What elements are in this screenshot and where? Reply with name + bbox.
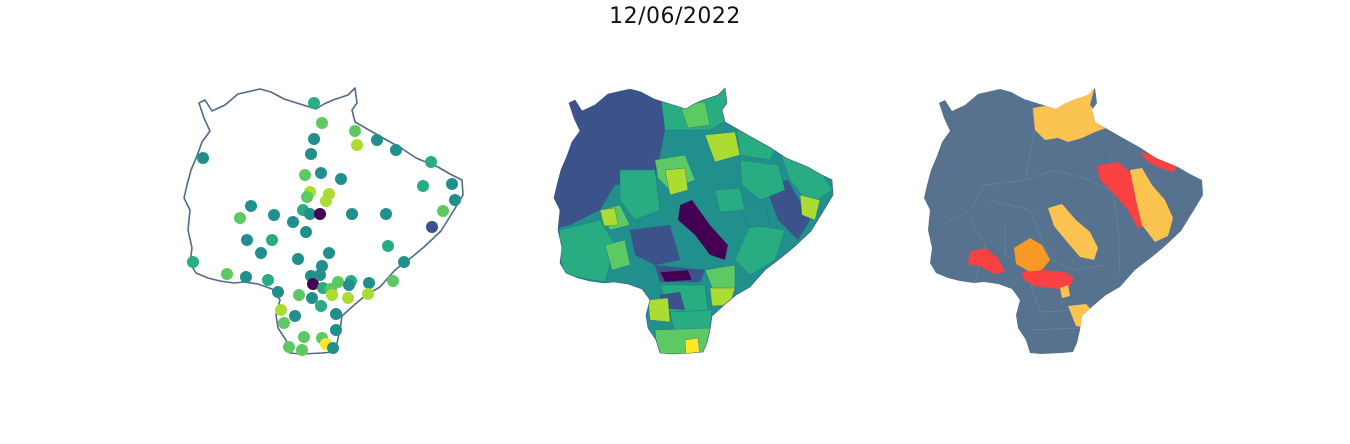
alert-yellow-region	[1130, 168, 1173, 242]
region	[659, 269, 693, 283]
station-point	[308, 97, 320, 109]
region	[654, 327, 711, 354]
station-point	[299, 169, 311, 181]
station-point	[371, 134, 383, 146]
station-markers	[187, 97, 461, 356]
station-point	[342, 292, 354, 304]
station-point	[449, 194, 461, 206]
station-point	[398, 256, 410, 268]
region	[764, 179, 811, 241]
station-point	[316, 117, 328, 129]
region	[599, 207, 619, 227]
station-points-map	[183, 87, 464, 356]
station-point	[330, 308, 342, 320]
alert-red-region	[1097, 162, 1150, 228]
station-point	[266, 234, 278, 246]
station-point	[335, 173, 347, 185]
region	[677, 199, 729, 261]
station-point	[272, 286, 284, 298]
station-point	[245, 200, 257, 212]
station-point	[332, 276, 344, 288]
figure-title: 12/06/2022	[609, 4, 741, 29]
station-point	[287, 216, 299, 228]
station-point	[437, 205, 449, 217]
station-point	[307, 278, 319, 290]
choropleth-regions	[554, 88, 833, 354]
station-point	[380, 208, 392, 220]
station-point	[382, 240, 394, 252]
station-point	[305, 148, 317, 160]
station-point	[187, 256, 199, 268]
alert-yellow-region	[1033, 90, 1112, 142]
station-point	[241, 234, 253, 246]
station-point	[363, 277, 375, 289]
station-point	[327, 342, 339, 354]
station-point	[298, 331, 310, 343]
station-point	[343, 279, 355, 291]
station-point	[301, 191, 313, 203]
station-point	[362, 288, 374, 300]
region	[734, 224, 786, 276]
station-point	[346, 208, 358, 220]
station-point	[300, 226, 312, 238]
station-point	[387, 275, 399, 287]
municipality-choropleth-map	[553, 87, 834, 355]
station-point	[349, 125, 361, 137]
alert-yellow-region	[1060, 285, 1070, 298]
region	[714, 187, 746, 213]
region	[684, 337, 701, 354]
state-boundary	[553, 87, 834, 355]
station-point	[304, 208, 316, 220]
region	[739, 159, 786, 201]
station-point	[314, 208, 326, 220]
station-point	[315, 167, 327, 179]
station-point	[315, 300, 327, 312]
station-point	[197, 152, 209, 164]
station-point	[240, 271, 252, 283]
station-point	[425, 156, 437, 168]
station-point	[234, 212, 246, 224]
station-point	[326, 289, 338, 301]
station-point	[320, 195, 332, 207]
station-point	[268, 209, 280, 221]
station-point	[316, 260, 328, 272]
station-point	[289, 310, 301, 322]
region	[734, 114, 781, 161]
station-point	[417, 180, 429, 192]
station-point	[275, 304, 287, 316]
station-point	[293, 289, 305, 301]
station-point	[278, 317, 290, 329]
station-point	[308, 133, 320, 145]
alert-red-region	[968, 248, 1005, 274]
station-point	[255, 247, 267, 259]
station-point	[292, 253, 304, 265]
station-point	[351, 139, 363, 151]
region	[664, 167, 689, 196]
station-point	[446, 178, 458, 190]
region	[647, 297, 671, 323]
station-point	[221, 268, 233, 280]
region	[619, 169, 661, 221]
region	[629, 224, 681, 266]
station-point	[426, 221, 438, 233]
station-point	[314, 269, 326, 281]
region	[604, 239, 631, 271]
station-point	[306, 292, 318, 304]
alert-yellow-region	[1048, 204, 1098, 260]
station-point	[330, 324, 342, 336]
alert-regions	[924, 88, 1203, 354]
alert-red-region	[1140, 152, 1178, 172]
station-point	[296, 344, 308, 356]
region	[709, 287, 736, 307]
alert-levels-map	[924, 88, 1203, 354]
region	[799, 194, 821, 221]
station-point	[283, 341, 295, 353]
alert-orange-region	[1014, 238, 1050, 272]
station-point	[390, 144, 402, 156]
region	[739, 199, 771, 229]
region	[704, 264, 736, 296]
station-point	[323, 247, 335, 259]
alert-red-region	[1022, 270, 1074, 290]
station-point	[262, 274, 274, 286]
